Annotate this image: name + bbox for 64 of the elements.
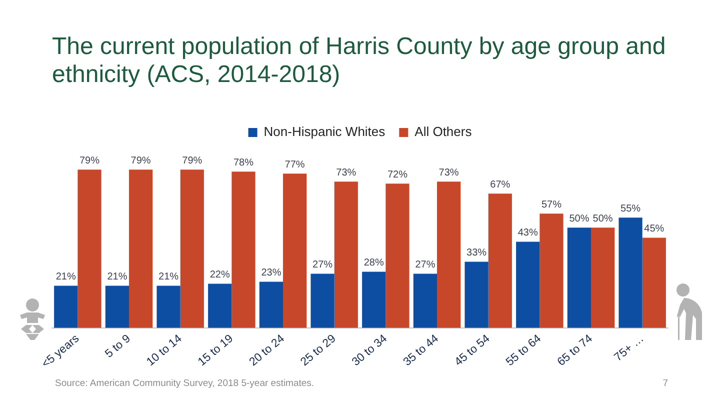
bar xyxy=(437,182,461,328)
data-label: 79% xyxy=(182,155,202,166)
data-label: 28% xyxy=(364,258,384,269)
x-tick-label: 15 to 19 xyxy=(196,332,236,369)
data-label: 27% xyxy=(415,260,436,271)
bar xyxy=(618,218,642,328)
bar xyxy=(362,272,386,328)
data-label: 50% xyxy=(569,213,590,224)
data-label: 21% xyxy=(56,272,76,283)
data-label: 57% xyxy=(541,199,562,210)
data-label: 21% xyxy=(107,272,128,283)
source-note: Source: American Community Survey, 2018 5-year estimates. xyxy=(55,378,314,389)
data-label: 33% xyxy=(466,248,487,258)
bar xyxy=(642,238,666,328)
data-label: 50% xyxy=(592,213,613,224)
data-label: 79% xyxy=(130,155,151,166)
bar xyxy=(54,286,78,328)
data-label: 27% xyxy=(312,260,333,271)
bar xyxy=(334,182,358,328)
x-tick-label: 75+ … xyxy=(612,332,646,364)
data-label: 43% xyxy=(518,227,538,238)
data-label: 72% xyxy=(387,169,408,180)
bar xyxy=(283,174,307,328)
data-label: 55% xyxy=(620,203,641,214)
bar xyxy=(386,184,410,328)
x-tick-label: 10 to 14 xyxy=(144,332,185,369)
data-label: 77% xyxy=(284,159,305,170)
x-tick-label: 25 to 29 xyxy=(298,332,338,369)
x-tick-label: 20 to 24 xyxy=(247,332,288,369)
data-label: 67% xyxy=(490,179,510,190)
data-label: 45% xyxy=(644,223,664,234)
bar xyxy=(567,228,591,328)
x-tick-label: 55 to 64 xyxy=(504,332,544,369)
x-tick-label: 5 to 9 xyxy=(103,332,133,360)
data-label: 73% xyxy=(438,167,459,178)
bar xyxy=(413,274,437,328)
bar xyxy=(78,170,102,328)
bar xyxy=(129,170,153,328)
bar xyxy=(259,282,283,328)
x-tick-label: 45 to 54 xyxy=(452,332,493,369)
bar xyxy=(310,274,334,328)
bar xyxy=(208,284,232,328)
data-label: 21% xyxy=(158,272,179,283)
data-label: 78% xyxy=(233,157,254,168)
x-tick-label: 30 to 34 xyxy=(350,332,390,369)
bar xyxy=(591,228,615,328)
bar xyxy=(180,170,204,328)
chart-title: The current population of Harris County by age group and ethnicity (ACS, 2014-2018) xyxy=(52,33,667,89)
bar xyxy=(464,262,488,328)
legend-label: Non-Hispanic Whites xyxy=(264,124,386,140)
bar xyxy=(516,242,540,328)
data-label: 22% xyxy=(210,270,230,281)
x-tick-label: 65 to 74 xyxy=(555,332,596,369)
bar xyxy=(488,194,512,328)
bar xyxy=(156,286,180,328)
data-label: 23% xyxy=(261,268,282,279)
bar xyxy=(232,172,256,328)
data-label: 79% xyxy=(79,155,100,166)
x-tick-label: 35 to 44 xyxy=(401,332,442,369)
bar xyxy=(105,286,129,328)
bar xyxy=(540,214,564,328)
text: 7 xyxy=(662,378,668,389)
data-label: 73% xyxy=(336,167,356,178)
legend-label: All Others xyxy=(414,124,472,140)
